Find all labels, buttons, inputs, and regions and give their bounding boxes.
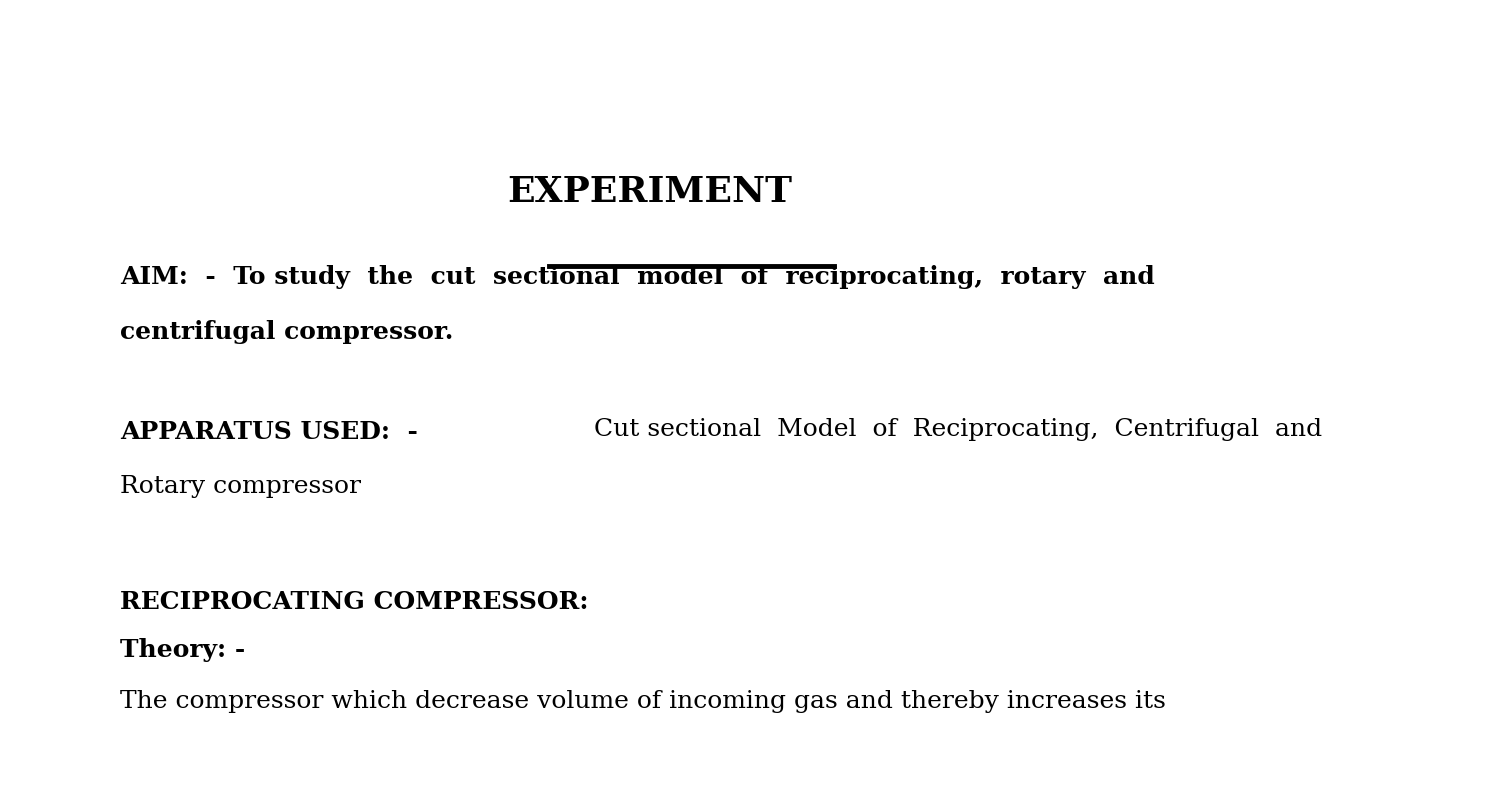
Text: centrifugal compressor.: centrifugal compressor. [120,320,453,344]
Text: Rotary compressor: Rotary compressor [120,475,362,498]
Text: Theory: -: Theory: - [120,638,246,662]
Text: EXPERIMENT: EXPERIMENT [507,175,792,209]
Text: The compressor which decrease volume of incoming gas and thereby increases its: The compressor which decrease volume of … [120,690,1166,713]
Text: Cut sectional  Model  of  Reciprocating,  Centrifugal  and: Cut sectional Model of Reciprocating, Ce… [579,418,1323,440]
Text: RECIPROCATING COMPRESSOR:: RECIPROCATING COMPRESSOR: [120,590,588,614]
Text: APPARATUS USED:  -: APPARATUS USED: - [120,420,418,444]
Text: AIM:  -  To study  the  cut  sectional  model  of  reciprocating,  rotary  and: AIM: - To study the cut sectional model … [120,265,1155,289]
